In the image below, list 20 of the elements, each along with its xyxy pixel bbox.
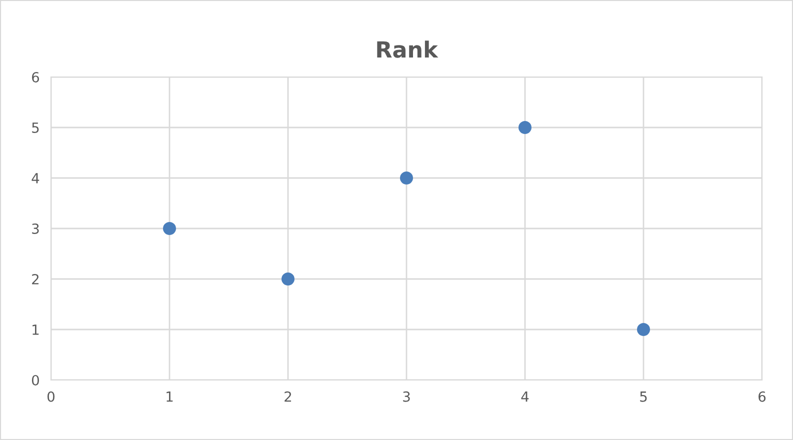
x-tick-label: 2 [284,391,292,402]
y-tick-label: 0 [32,374,39,386]
y-tick-label: 5 [32,122,39,133]
x-tick-label: 4 [521,392,529,402]
y-tick-label: 4 [32,173,40,184]
chart-title: Rank [377,40,438,58]
y-tick-label: 3 [32,223,39,234]
x-tick-label: 0 [47,391,54,402]
point [636,322,650,336]
point [162,222,176,236]
x-tick-label: 6 [758,391,766,402]
point [400,171,414,185]
x-tick-label: 1 [166,392,173,402]
y-tick-label: 6 [32,72,40,82]
point [518,120,532,134]
y-tick-label: 2 [32,274,38,284]
y-tick-label: 1 [32,324,39,335]
point [281,272,295,286]
x-tick-label: 5 [640,392,647,402]
x-tick-label: 3 [403,391,410,402]
